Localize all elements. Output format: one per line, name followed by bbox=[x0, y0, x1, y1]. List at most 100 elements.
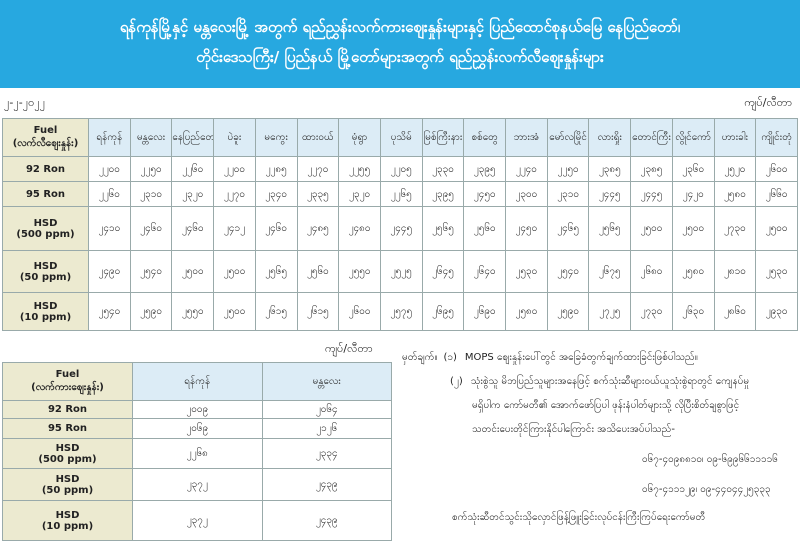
column-header: မော်လမြိုင် bbox=[546, 118, 590, 157]
title-line: ရန်ကုန်မြို့နှင့် မန္တလေးမြို့ အတွက် ရည်… bbox=[119, 18, 681, 36]
table-row: 92 Ron ၂၂၀၀ ၂၂၅၀ ၂၂၆၀ ၂၂၀၀ ၂၂၈၅ ၂၂၇၀ ၂၂၅၅ ၂၂၀၅ ၂၃… bbox=[2, 156, 798, 182]
fuel-cell: 92 Ron bbox=[2, 400, 133, 419]
price-cell: ၂၅၅၀ bbox=[338, 250, 381, 293]
column-header: ဘားအံ bbox=[505, 118, 548, 157]
price-cell: ၂၃၄၀ bbox=[254, 181, 298, 207]
price-cell: ၂၀၀၉ bbox=[132, 400, 263, 419]
price-cell: ၂၅၆၀ bbox=[463, 206, 507, 251]
price-cell: ၂၂၅၅ bbox=[338, 156, 381, 182]
price-cell: ၂၄၆၀ bbox=[254, 206, 298, 251]
price-cell: ၂၅၀၀ bbox=[671, 206, 715, 251]
price-cell: ၂၆၀၀ bbox=[338, 292, 381, 331]
price-cell: ၂၆၃၀ bbox=[671, 292, 715, 331]
column-header: Fuel (လက်လီဈေးနှုန်း) bbox=[2, 118, 89, 157]
price-cell: ၂၂၄၀ bbox=[505, 156, 548, 182]
price-cell: ၂၄၄၅ bbox=[379, 206, 423, 251]
table-row: HSD (10 ppm) ၂၅၄၀ ၂၅၉၀ ၂၅၅၀ ၂၅၀၀ ၂၆၁၅ ၂၆၁၅ ၂၆၀၀… bbox=[2, 292, 798, 331]
column-header: တောင်ကြီး bbox=[630, 118, 673, 157]
column-header: ရန်ကုန် bbox=[88, 118, 131, 157]
fuel-cell: HSD (50 ppm) bbox=[2, 468, 133, 501]
note-line: (၂) သုံးစွဲသူ မိဘပြည်သူများအနေဖြင့် စက်သု… bbox=[402, 370, 798, 394]
table-body: 92 Ron ၂၂၀၀ ၂၂၅၀ ၂၂၆၀ ၂၂၀၀ ၂၂၈၅ ၂၂၇၀ ၂၂၅၅ ၂၂၀၅ ၂၃… bbox=[2, 156, 798, 331]
price-cell: ၂၆၁၅ bbox=[254, 292, 298, 331]
column-header: ဟားခါး bbox=[713, 118, 757, 157]
price-cell: ၂၅၀၀ bbox=[171, 250, 215, 293]
price-cell: ၂၅၆၅ bbox=[421, 206, 465, 251]
wholesale-table: Fuel (လက်ကားဈေးနှုန်း) ရန်ကုန် မန္တလေး 92 R… bbox=[2, 362, 392, 541]
price-cell: ၂၅၀၀ bbox=[213, 250, 256, 293]
price-cell: ၂၅၂၀ bbox=[713, 156, 757, 182]
price-cell: ၂၄၄၅ bbox=[630, 181, 673, 207]
note-text: သုံးစွဲသူ မိဘပြည်သူများအနေဖြင့် စက်သုံးဆ… bbox=[470, 376, 750, 387]
unit: ကျပ်/လီတာ bbox=[325, 342, 373, 355]
notes: မှတ်ချက်။ (၁) MOPS ဈေးနှုန်းပေါ်တွင် အခြေခ… bbox=[402, 346, 798, 530]
price-cell: ၂၃၆၀ bbox=[671, 156, 715, 182]
price-cell: ၂၄၂၀ bbox=[671, 181, 715, 207]
price-cell: ၂၆၉၅ bbox=[421, 292, 465, 331]
header-banner: ရန်ကုန်မြို့နှင့် မန္တလေးမြို့ အတွက် ရည်… bbox=[0, 0, 800, 88]
price-cell: ၂၄၅၀ bbox=[463, 181, 507, 207]
column-header: မကွေး bbox=[254, 118, 298, 157]
price-cell: ၂၂၀၀ bbox=[213, 156, 256, 182]
retail-table: Fuel (လက်လီဈေးနှုန်း) ရန်ကုန် မန္တလေး နေပြည… bbox=[2, 118, 798, 331]
price-cell: ၂၅၀၀ bbox=[755, 206, 798, 251]
price-cell: ၂၅၀၀ bbox=[213, 292, 256, 331]
price-cell: ၂၃၂၀ bbox=[171, 181, 215, 207]
column-header: နေပြည်တော် bbox=[171, 118, 215, 157]
table-row: 95 Ron ၂၂၆၀ ၂၃၁၀ ၂၃၂၀ ၂၂၇၀ ၂၃၄၀ ၂၃၃၅ ၂၃၂၀ ၂၂၆၅ ၂၃… bbox=[2, 181, 798, 207]
price-cell: ၂၅၃၀ bbox=[505, 250, 548, 293]
price-cell: ၂၆၆၀ bbox=[755, 181, 798, 207]
price-cell: ၂၅၆၀ bbox=[296, 250, 340, 293]
price-cell: ၂၄၄၅ bbox=[588, 181, 632, 207]
price-cell: ၂၆၇၅ bbox=[588, 250, 632, 293]
note-line: သတင်းပေးတိုင်ကြားနိုင်ပါကြောင်း အသိပေးအပ… bbox=[402, 418, 798, 442]
table-row: HSD (50 ppm) ၂၄၉၀ ၂၅၄၀ ၂၅၀၀ ၂၅၀၀ ၂၅၆၅ ၂၅၆၀ ၂၅၅၀… bbox=[2, 250, 798, 293]
price-cell: ၂၄၁၀ bbox=[88, 206, 131, 251]
price-cell: ၂၄၉၀ bbox=[88, 250, 131, 293]
price-cell: ၂၃၁၀ bbox=[129, 181, 173, 207]
note-text: သတင်းပေးတိုင်ကြားနိုင်ပါကြောင်း အသိပေးအပ… bbox=[472, 424, 675, 435]
table-row: HSD (10 ppm) ၂၃၇၂ ၂၄၃၉ bbox=[2, 500, 392, 541]
price-cell: ၂၈၁၀ bbox=[713, 250, 757, 293]
fuel-cell: HSD (10 ppm) bbox=[2, 292, 89, 331]
price-cell: ၂၃၁၀ bbox=[546, 181, 590, 207]
price-cell: ၂၅၉၀ bbox=[129, 292, 173, 331]
price-cell: ၂၅၇၅ bbox=[379, 292, 423, 331]
note-text: မရှိပါက ကော်မတီ၏ အောက်ဖော်ပြပါ ဖုန်းနံပါ… bbox=[472, 400, 740, 411]
price-cell: ၂၈၆၀ bbox=[713, 292, 757, 331]
table-row: HSD (500 ppm) ၂၄၁၀ ၂၄၆၀ ၂၄၆၀ ၂၄၁၂ ၂၄၆၀ ၂၄၈၅ ၂၄၈… bbox=[2, 206, 798, 251]
price-cell: ၂၄၈၅ bbox=[296, 206, 340, 251]
fuel-cell: HSD (50 ppm) bbox=[2, 250, 89, 293]
phone: ၀၆၇-၄၁၁၁၂၉၊ ၀၉-၄၄၀၄၄၂၅၃၃၃ bbox=[642, 484, 771, 495]
price-cell: ၂၄၆၀ bbox=[129, 206, 173, 251]
table-body: 92 Ron ၂၀၀၉ ၂၀၆၄ 95 Ron ၂၀၆၉ ၂၁၂၆ HSD (500 ppm… bbox=[2, 400, 392, 541]
price-cell: ၂၂၅၀ bbox=[129, 156, 173, 182]
price-cell: ၂၂၅၀ bbox=[546, 156, 590, 182]
price-cell: ၂၅၅၀ bbox=[171, 292, 215, 331]
price-cell: ၂၂၆၀ bbox=[88, 181, 131, 207]
price-cell: ၂၂၆၅ bbox=[379, 181, 423, 207]
price-cell: ၂၀၆၄ bbox=[261, 400, 392, 419]
price-cell: ၂၆၀၀ bbox=[755, 156, 798, 182]
unit: ကျပ်/လီတာ bbox=[744, 96, 792, 109]
price-cell: ၂၂၈၅ bbox=[254, 156, 298, 182]
price-cell: ၂၆၉၀ bbox=[463, 292, 507, 331]
note-line: မရှိပါက ကော်မတီ၏ အောက်ဖော်ပြပါ ဖုန်းနံပါ… bbox=[402, 394, 798, 418]
price-cell: ၂၅၈၀ bbox=[505, 292, 548, 331]
price-cell: ၂၄၆၀ bbox=[171, 206, 215, 251]
fuel-cell: 95 Ron bbox=[2, 181, 89, 207]
price-cell: ၂၄၅၀ bbox=[505, 206, 548, 251]
price-cell: ၂၃၃၀ bbox=[421, 156, 465, 182]
table-row: 92 Ron ၂၀၀၉ ၂၀၆၄ bbox=[2, 400, 392, 419]
column-header: ထားဝယ် bbox=[296, 118, 340, 157]
notes-label: မှတ်ချက်။ bbox=[402, 352, 438, 363]
column-header: မန္တလေး bbox=[261, 362, 392, 401]
price-cell: ၂၆၄၅ bbox=[421, 250, 465, 293]
price-cell: ၂၂၇၀ bbox=[213, 181, 256, 207]
price-cell: ၂၅၆၅ bbox=[588, 206, 632, 251]
column-header: ရန်ကုန် bbox=[132, 362, 263, 401]
column-header: Fuel (လက်ကားဈေးနှုန်း) bbox=[2, 362, 133, 401]
price-cell: ၂၄၃၉ bbox=[261, 500, 392, 541]
price-cell: ၂၃၃၄ bbox=[261, 438, 392, 469]
